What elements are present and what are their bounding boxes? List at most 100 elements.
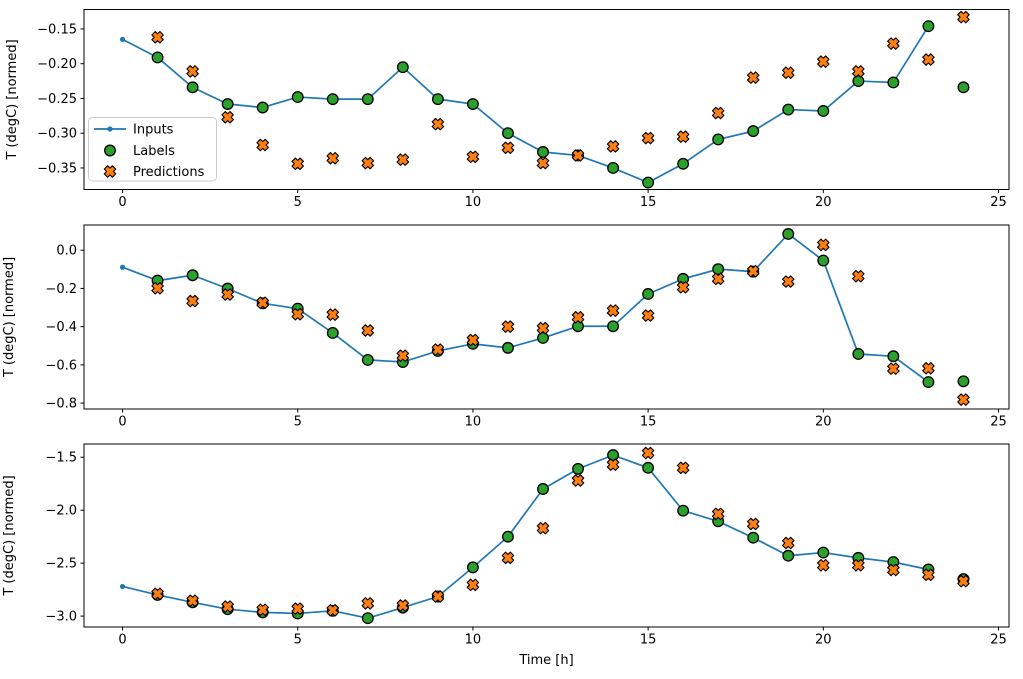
prediction-x-marker (536, 521, 550, 535)
prediction-x-marker (536, 156, 550, 170)
prediction-x-marker (186, 594, 199, 608)
prediction-x-marker (852, 558, 865, 572)
prediction-x-marker (361, 156, 375, 170)
x-tick-label: 10 (465, 415, 482, 430)
label-circle-marker (677, 157, 690, 170)
prediction-x-marker (887, 563, 900, 577)
prediction-x-marker (466, 578, 480, 592)
inputs-line (119, 231, 932, 385)
prediction-x-marker (256, 138, 269, 152)
label-circle-marker (607, 162, 620, 174)
label-circle-marker (466, 561, 479, 574)
prediction-x-marker (431, 343, 445, 356)
prediction-x-marker (291, 602, 305, 615)
prediction-x-marker (501, 551, 515, 565)
prediction-x-marker (922, 362, 935, 375)
y-tick-label: −2.0 (45, 504, 77, 519)
prediction-x-marker (221, 288, 234, 301)
x-tick-label: 5 (294, 415, 302, 430)
prediction-x-marker (817, 558, 830, 572)
label-circle-marker (747, 531, 760, 544)
prediction-x-marker (501, 141, 515, 155)
prediction-x-marker (571, 474, 585, 487)
prediction-x-marker (396, 349, 410, 362)
prediction-x-marker (151, 587, 164, 601)
prediction-x-marker (957, 574, 970, 588)
label-circle-marker (642, 461, 655, 474)
label-circle-marker (642, 288, 655, 300)
prediction-x-marker (746, 264, 760, 278)
y-tick-label: 0.0 (56, 244, 77, 259)
inputs-path (122, 454, 929, 620)
prediction-x-marker (817, 55, 830, 68)
legend-item-label: Predictions (133, 165, 205, 180)
prediction-x-marker (711, 106, 725, 120)
prediction-x-marker (151, 31, 164, 44)
label-circle-marker (887, 76, 900, 89)
y-tick-label: −2.5 (45, 557, 77, 572)
label-circle-marker (186, 81, 199, 94)
label-circle-marker (957, 81, 970, 94)
label-circle-marker (712, 263, 725, 276)
prediction-x-marker (852, 65, 865, 78)
prediction-x-marker (641, 131, 655, 145)
y-tick-label: −0.20 (37, 57, 77, 72)
label-circle-marker (256, 101, 269, 114)
prediction-x-marker (571, 149, 585, 162)
prediction-x-marker (326, 308, 340, 321)
prediction-x-marker (501, 320, 515, 333)
x-tick-label: 25 (990, 415, 1007, 430)
label-circle-marker (922, 20, 935, 33)
prediction-x-marker (887, 362, 900, 375)
x-tick-label: 5 (294, 633, 302, 648)
label-circle-marker (642, 176, 655, 189)
inputs-dot-marker (119, 36, 126, 42)
label-circle-marker (817, 105, 830, 117)
label-circle-marker (361, 612, 374, 625)
y-tick-label: −0.2 (45, 282, 77, 297)
label-circle-marker (607, 449, 620, 462)
y-tick-label: −0.6 (45, 358, 77, 373)
y-tick-label: −0.4 (45, 320, 77, 335)
prediction-x-marker (291, 157, 305, 171)
label-circle-marker (887, 350, 900, 363)
prediction-x-marker (466, 333, 480, 347)
x-tick-label: 15 (640, 415, 657, 430)
prediction-x-marker (396, 599, 410, 612)
label-circle-marker (502, 341, 514, 354)
line-dot-icon (107, 126, 113, 132)
label-circle-marker (502, 127, 514, 140)
labels-scatter (151, 449, 970, 625)
label-circle-marker (782, 103, 795, 116)
label-circle-marker (817, 546, 830, 559)
legend-item-label: Labels (133, 144, 175, 159)
prediction-x-marker (186, 65, 199, 78)
predictions-scatter (151, 446, 970, 617)
prediction-x-marker (221, 110, 234, 124)
prediction-x-marker (291, 307, 305, 321)
legend: Inputs Labels Predictions (88, 117, 217, 182)
x-tick-label: 10 (465, 633, 482, 648)
label-circle-marker (922, 376, 935, 389)
legend-item-predictions: Predictions (103, 165, 205, 180)
x-tick-label: 5 (294, 195, 302, 210)
prediction-x-marker (746, 71, 760, 84)
label-circle-marker (572, 462, 584, 475)
y-tick-label: −0.8 (45, 397, 77, 412)
label-circle-marker (782, 549, 795, 562)
label-circle-marker (466, 98, 479, 110)
x-tick-label: 15 (640, 195, 657, 210)
inputs-dot-marker (119, 264, 126, 270)
label-circle-marker (361, 353, 374, 366)
prediction-x-marker (922, 53, 935, 66)
prediction-x-marker (676, 281, 690, 294)
prediction-x-marker (711, 507, 725, 521)
y-tick-label: −0.25 (37, 92, 77, 107)
prediction-x-marker (641, 446, 655, 460)
axes-spines (83, 443, 1010, 628)
y-axis-label: T (degC) [normed] (2, 257, 17, 378)
prediction-x-marker (781, 536, 795, 550)
y-tick-label: −0.35 (37, 161, 77, 176)
x-tick-label: 10 (465, 195, 482, 210)
